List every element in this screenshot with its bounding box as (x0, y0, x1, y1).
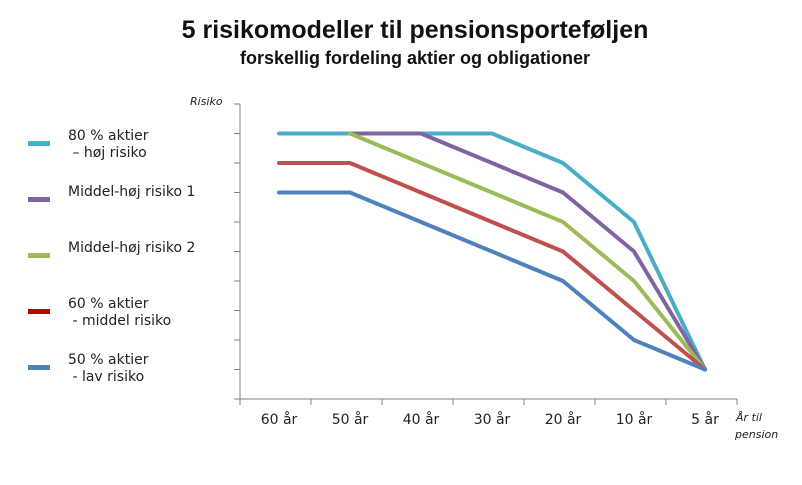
legend-swatch (28, 141, 50, 146)
chart-subtitle: forskellig fordeling aktier og obligatio… (239, 48, 591, 68)
legend-item: 80 % aktier – høj risiko (28, 128, 228, 184)
series-line-5 (277, 190, 707, 372)
x-tick-label: 5 år (691, 411, 719, 428)
x-tick-label: 30 år (474, 411, 511, 428)
x-axis-label-line1: År til (735, 411, 762, 424)
x-tick-labels: 60 år 50 år 40 år 30 år 20 år 10 år 5 år (261, 411, 719, 428)
chart-title: 5 risikomodeller til pensionsporteføljen (181, 16, 649, 44)
legend-label: Middel-høj risiko 1 (68, 184, 196, 200)
legend-label: 80 % aktier – høj risiko (68, 128, 149, 161)
series-line-2 (348, 131, 707, 372)
legend-label: Middel-høj risiko 2 (68, 240, 196, 256)
legend-swatch (28, 197, 50, 202)
legend-item: 50 % aktier - lav risiko (28, 352, 228, 408)
x-tick-label: 50 år (332, 411, 369, 428)
legend-label: 50 % aktier - lav risiko (68, 352, 149, 385)
series-line-4 (277, 161, 707, 372)
legend-item: Middel-høj risiko 2 (28, 240, 228, 296)
series-line-3 (348, 131, 707, 372)
legend-swatch (28, 309, 50, 314)
series-lines (277, 131, 707, 372)
x-tick-label: 10 år (616, 411, 653, 428)
legend-item: Middel-høj risiko 1 (28, 184, 228, 240)
x-tick-label: 20 år (545, 411, 582, 428)
legend-item: 60 % aktier - middel risiko (28, 296, 228, 352)
x-tick-label: 60 år (261, 411, 298, 428)
legend-swatch (28, 365, 50, 370)
y-axis-label: Risiko (190, 95, 223, 108)
legend-swatch (28, 253, 50, 258)
legend-label: 60 % aktier - middel risiko (68, 296, 172, 329)
legend: 80 % aktier – høj risiko Middel-høj risik… (28, 128, 228, 408)
axes (234, 103, 738, 405)
x-tick-label: 40 år (403, 411, 440, 428)
x-axis-label-line2: pension (734, 428, 778, 441)
